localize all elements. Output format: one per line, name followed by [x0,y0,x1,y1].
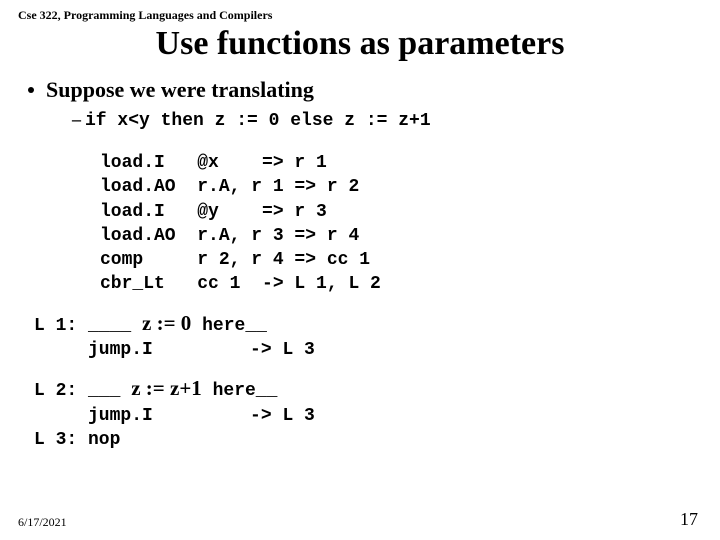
l1-line: L 1: ____ z := 0 here__ [34,309,702,338]
code-if-text: if x<y then z := 0 else z := z+1 [85,111,431,131]
l2-jump: jump.I -> L 3 [34,404,702,428]
footer-date: 6/17/2021 [18,515,67,530]
code-if-line: –if x<y then z := 0 else z := z+1 [72,109,702,131]
l1-suffix: here__ [191,316,267,336]
footer-page-number: 17 [680,509,698,530]
l2-prefix: L 2: ___ [34,381,131,401]
code-block-main: load.I @x => r 1 load.AO r.A, r 1 => r 2… [100,151,702,297]
bullet-icon [28,87,34,93]
l2-suffix: here__ [202,381,278,401]
l3-line: L 3: nop [34,428,702,452]
l1-jump: jump.I -> L 3 [34,338,702,362]
l2-line: L 2: ___ z := z+1 here__ [34,374,702,403]
l1-mid: z := 0 [142,311,191,335]
bullet-main: Suppose we were translating [28,77,702,103]
dash-icon: – [72,109,81,129]
bullet-text: Suppose we were translating [46,77,314,102]
l2-mid: z := z+1 [131,376,202,400]
slide-title: Use functions as parameters [18,25,702,63]
l1-prefix: L 1: ____ [34,316,142,336]
course-header: Cse 322, Programming Languages and Compi… [18,8,702,23]
